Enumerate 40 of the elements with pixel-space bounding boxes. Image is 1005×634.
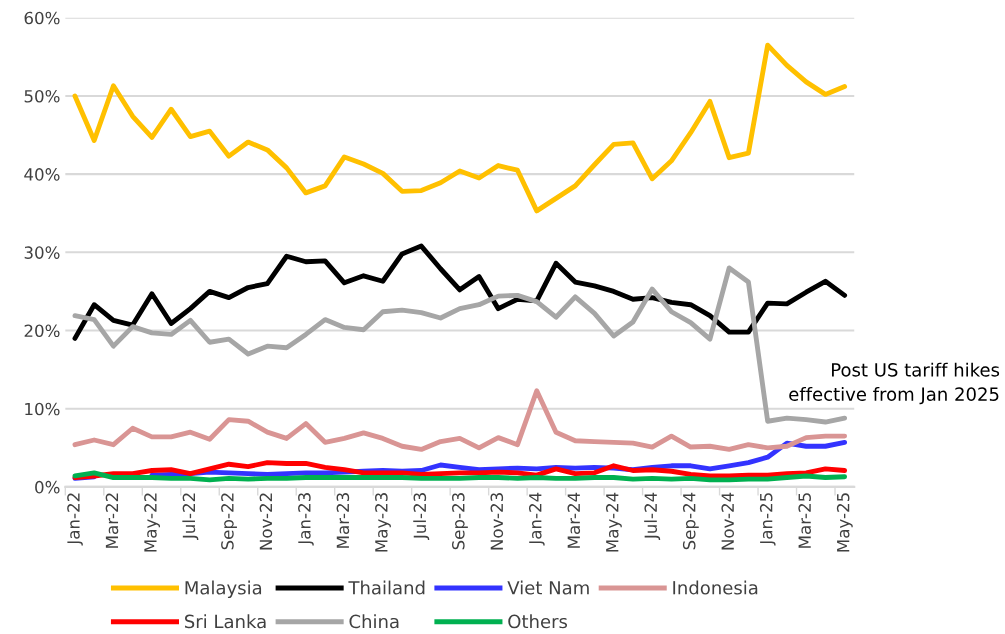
y-tick-label: 20% (24, 324, 60, 338)
x-tick-label: May-23 (375, 493, 391, 552)
legend-label: China (349, 614, 399, 629)
legend-label: Thailand (348, 580, 425, 595)
x-tick-label: Mar-23 (336, 493, 350, 548)
line-series (72, 470, 848, 483)
legend-label: Malaysia (185, 580, 262, 599)
y-tick-label: 30% (24, 246, 60, 259)
x-tick-label: Jan-23 (298, 493, 314, 546)
x-tick-label: Jul-24 (644, 492, 661, 540)
legend-label: Viet Nam (507, 580, 589, 595)
x-tick-label: Jul-22 (182, 493, 199, 540)
x-tick-label: Jan-22 (67, 493, 83, 546)
x-tick-label: Jan-24 (528, 492, 545, 546)
y-tick-label: 0% (35, 480, 60, 494)
legend-label: Sri Lanka (184, 614, 266, 629)
x-tick-label: Jul-23 (413, 493, 430, 540)
y-tick-label: 10% (25, 402, 60, 416)
x-tick-label: Mar-25 (798, 493, 811, 548)
x-tick-label: Sep-24 (682, 492, 699, 550)
x-tick-label: Sep-22 (221, 493, 237, 550)
x-tick-label: Jan-25 (759, 493, 776, 546)
x-tick-label: May-22 (144, 493, 160, 552)
x-tick-label: May-25 (836, 493, 853, 552)
x-tick-label: Mar-24 (567, 492, 581, 548)
y-tick-label: 40% (24, 168, 60, 181)
line-series (72, 243, 848, 341)
x-tick-label: Nov-22 (259, 493, 273, 550)
legend-label: Indonesia (673, 580, 758, 595)
x-tick-label: Sep-23 (452, 493, 468, 550)
annotation: Post US tariff hikes effective from Jan 2025 (789, 362, 1000, 405)
x-tick-label: Nov-24 (721, 492, 735, 550)
line-series (72, 42, 848, 214)
y-tick-label: 60% (24, 11, 60, 25)
legend-label: Others (508, 614, 568, 629)
line-series (72, 460, 848, 480)
x-tick-label: Nov-23 (490, 493, 504, 550)
x-tick-label: Mar-22 (105, 493, 119, 548)
x-tick-label: May-24 (605, 492, 622, 552)
y-tick-label: 50% (24, 89, 60, 103)
